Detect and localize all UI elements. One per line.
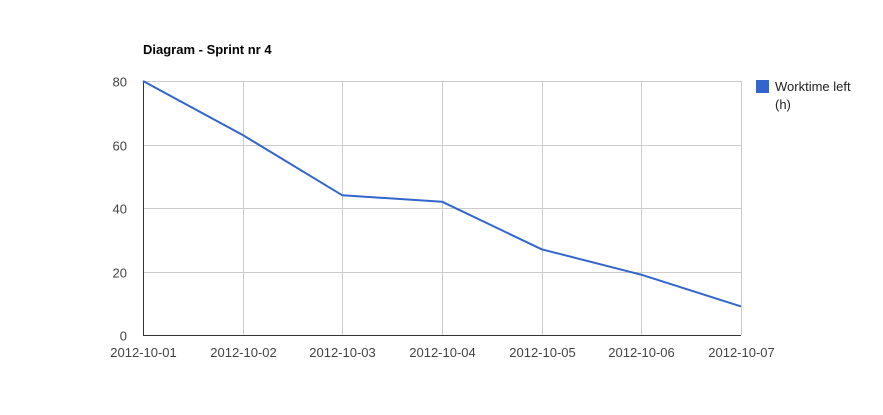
x-tick-label: 2012-10-06 xyxy=(608,345,675,360)
y-tick-label: 20 xyxy=(113,266,127,281)
y-tick-label: 60 xyxy=(113,139,127,154)
grid-lines xyxy=(143,81,742,335)
x-tick-label: 2012-10-05 xyxy=(509,345,576,360)
y-tick-label: 0 xyxy=(120,329,127,344)
y-tick-label: 40 xyxy=(113,202,127,217)
chart-title: Diagram - Sprint nr 4 xyxy=(143,42,272,57)
x-tick-label: 2012-10-02 xyxy=(210,345,277,360)
x-axis-ticks: 2012-10-01 2012-10-02 2012-10-03 2012-10-04… xyxy=(110,345,775,360)
series-lines xyxy=(142,80,742,308)
series-line[interactable] xyxy=(142,80,742,308)
axes xyxy=(143,81,741,336)
x-tick-label: 2012-10-04 xyxy=(409,345,476,360)
legend-label: (h) xyxy=(775,97,791,112)
x-tick-label: 2012-10-07 xyxy=(708,345,775,360)
y-axis-ticks: 0 20 40 60 80 xyxy=(113,75,127,344)
y-tick-label: 80 xyxy=(113,75,127,90)
legend[interactable]: Worktime left (h) xyxy=(756,79,851,112)
legend-swatch xyxy=(756,80,769,93)
legend-label: Worktime left xyxy=(775,79,851,94)
x-tick-label: 2012-10-03 xyxy=(309,345,376,360)
x-tick-label: 2012-10-01 xyxy=(110,345,177,360)
